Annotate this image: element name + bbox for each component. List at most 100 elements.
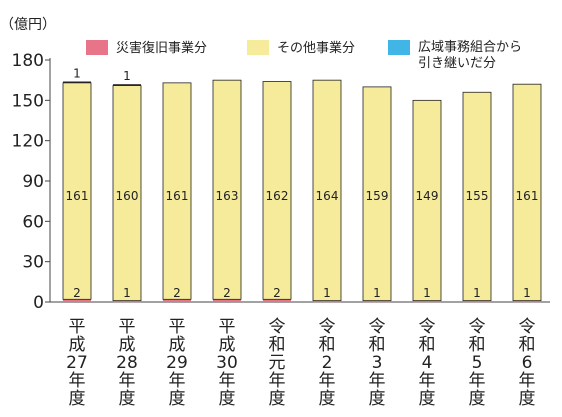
x-tick-label-part: 30: [216, 353, 238, 373]
bar-segment-transferred: [113, 84, 141, 86]
x-tick-label-part: 度: [469, 389, 486, 409]
x-tick-label-part: 成: [219, 335, 236, 355]
x-tick-label-part: 和: [419, 335, 436, 355]
x-tick-label-part: 平: [119, 317, 136, 337]
x-tick-label-part: 6: [522, 353, 533, 373]
bar-segment-disaster: [513, 300, 541, 303]
bar-label-other: 149: [416, 189, 439, 203]
bar-segment-other: [512, 83, 542, 302]
bar-segment-other: [262, 81, 292, 300]
x-tick-label-part: 年: [369, 371, 386, 391]
x-tick-label-part: 元: [269, 353, 286, 373]
bar-label-other: 161: [166, 189, 189, 203]
y-axis: 0 30 60 90 120 150 180: [12, 51, 550, 313]
x-tick-label-part: 度: [319, 389, 336, 409]
legend-label: その他事業分: [277, 40, 355, 56]
x-tick-label-part: 年: [469, 371, 486, 391]
bar-label-other: 163: [216, 189, 239, 203]
bar-segment-disaster: [113, 300, 141, 303]
bar-label-disaster: 1: [373, 286, 381, 300]
bar-label-disaster: 2: [173, 286, 181, 300]
y-tick-label: 180: [12, 51, 44, 71]
x-tick-label-part: 度: [219, 389, 236, 409]
x-tick-label-part: 和: [319, 335, 336, 355]
bar-segment-other: [62, 82, 92, 300]
x-tick-label-part: 成: [119, 335, 136, 355]
x-tick-label-part: 2: [322, 353, 333, 373]
bar-segment-other: [412, 99, 442, 302]
x-tick-label-part: 令: [269, 317, 286, 337]
y-tick-label: 150: [12, 91, 44, 111]
x-tick-label-part: 年: [269, 371, 286, 391]
bar-segment-disaster: [263, 299, 291, 302]
legend-swatch: [247, 40, 269, 55]
bar-label-other: 162: [266, 189, 289, 203]
x-tick-label-part: 成: [169, 335, 186, 355]
y-tick-label: 30: [22, 253, 44, 273]
bar-segment-disaster: [313, 300, 341, 303]
bar-label-other: 160: [116, 189, 139, 203]
bar-label-disaster: 1: [473, 286, 481, 300]
bar-label-disaster: 1: [423, 286, 431, 300]
y-tick-label: 90: [22, 172, 44, 192]
x-tick-label-part: 年: [119, 371, 136, 391]
x-tick-label-part: 令: [519, 317, 536, 337]
bars: 161 2 1 160 1 1 161 2 163 2 162 2 164 1 159 1 149 1 155 1 16…: [62, 67, 542, 303]
y-tick-label: 0: [33, 293, 44, 313]
x-tick-label-part: 令: [369, 317, 386, 337]
y-tick-label: 120: [12, 132, 44, 152]
bar-segment-other: [362, 86, 392, 302]
x-tick-label-part: 和: [469, 335, 486, 355]
legend-label: 災害復旧事業分: [116, 40, 207, 56]
x-tick-label-part: 度: [419, 389, 436, 409]
bar-segment-other: [112, 85, 142, 302]
bar-label-disaster: 1: [123, 286, 131, 300]
x-tick-label-part: 3: [372, 353, 383, 373]
legend-swatch: [86, 40, 108, 55]
x-tick-label-part: 和: [269, 335, 286, 355]
bar-label-disaster: 1: [523, 286, 531, 300]
bar-segment-disaster: [413, 300, 441, 303]
bar-segment-other: [312, 79, 342, 302]
x-tick-label-part: 成: [69, 335, 86, 355]
x-tick-label-part: 度: [119, 389, 136, 409]
x-tick-label-part: 令: [469, 317, 486, 337]
x-tick-label-part: 令: [319, 317, 336, 337]
bar-segment-disaster: [63, 299, 91, 302]
x-tick-label-part: 和: [369, 335, 386, 355]
x-tick-label-part: 年: [169, 371, 186, 391]
bar-segment-disaster: [213, 299, 241, 302]
bar-label-disaster: 2: [73, 286, 81, 300]
bar-segment-disaster: [463, 300, 491, 303]
x-tick-label-part: 28: [116, 353, 138, 373]
bar-label-disaster: 1: [323, 286, 331, 300]
x-tick-label-part: 27: [66, 353, 88, 373]
bar-label-other: 164: [316, 189, 339, 203]
bar-label-other: 161: [516, 189, 539, 203]
x-tick-label-part: 年: [319, 371, 336, 391]
x-tick-label-part: 年: [69, 371, 86, 391]
y-tick-label: 60: [22, 212, 44, 232]
bar-label-transferred: 1: [123, 69, 131, 83]
y-unit-label: （億円）: [0, 17, 56, 33]
x-tick-label-part: 和: [519, 335, 536, 355]
bar-label-transferred: 1: [73, 67, 81, 81]
legend-label: 広域事務組合から: [418, 40, 522, 55]
x-axis: 平成27年度平成28年度平成29年度平成30年度令和元年度令和2年度令和3年度令…: [66, 317, 535, 409]
x-tick-label-part: 4: [422, 353, 433, 373]
bar-segment-other: [462, 91, 492, 302]
bar-segment-disaster: [363, 300, 391, 303]
bar-segment-disaster: [163, 299, 191, 302]
bar-label-disaster: 2: [223, 286, 231, 300]
x-tick-label-part: 度: [69, 389, 86, 409]
bar-segment-transferred: [63, 81, 91, 84]
x-tick-label-part: 度: [169, 389, 186, 409]
x-tick-label-part: 度: [269, 389, 286, 409]
x-tick-label-part: 29: [166, 353, 188, 373]
legend-swatch: [388, 40, 410, 55]
bar-label-other: 155: [466, 189, 489, 203]
legend-label: 引き継いだ分: [418, 56, 496, 71]
